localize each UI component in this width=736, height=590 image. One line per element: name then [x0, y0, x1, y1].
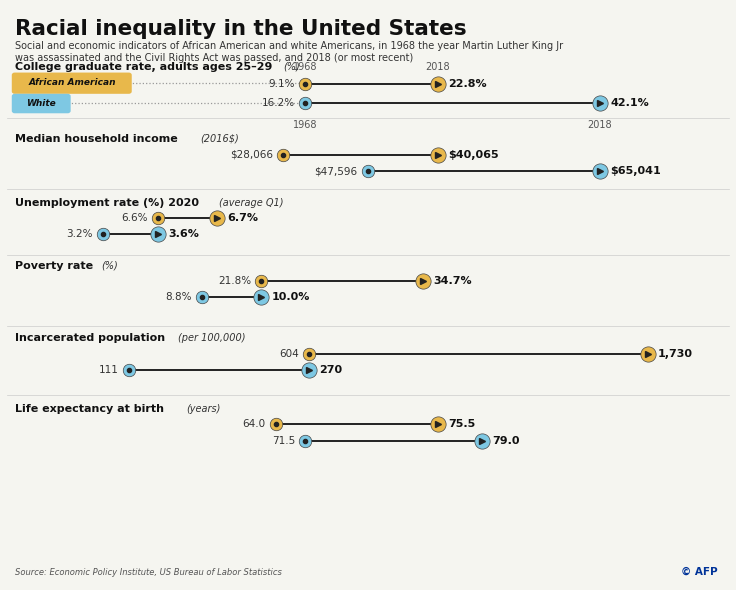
Text: 71.5: 71.5: [272, 436, 295, 445]
Text: 10.0%: 10.0%: [272, 293, 310, 302]
Text: White: White: [26, 99, 56, 108]
Text: (years): (years): [186, 404, 221, 414]
Text: 16.2%: 16.2%: [262, 99, 295, 108]
Text: $47,596: $47,596: [314, 166, 358, 176]
Text: 64.0: 64.0: [243, 419, 266, 429]
Text: African American: African American: [29, 78, 116, 87]
Text: (2016$): (2016$): [200, 134, 239, 144]
Text: 6.7%: 6.7%: [227, 213, 258, 222]
Text: 2018: 2018: [587, 120, 612, 130]
Text: 79.0: 79.0: [492, 436, 520, 445]
Text: 1968: 1968: [293, 62, 318, 72]
Text: 6.6%: 6.6%: [121, 213, 148, 222]
Text: (%): (%): [102, 261, 118, 271]
Text: 34.7%: 34.7%: [434, 276, 472, 286]
Text: 604: 604: [279, 349, 299, 359]
Text: Incarcerated population: Incarcerated population: [15, 333, 165, 343]
Text: 22.8%: 22.8%: [448, 79, 486, 88]
Text: 9.1%: 9.1%: [269, 79, 295, 88]
Text: (%): (%): [283, 62, 300, 72]
Text: 42.1%: 42.1%: [610, 99, 649, 108]
Text: Poverty rate: Poverty rate: [15, 261, 93, 271]
FancyBboxPatch shape: [12, 73, 132, 94]
Text: © AFP: © AFP: [681, 567, 718, 577]
Text: 270: 270: [319, 365, 342, 375]
Text: 111: 111: [99, 365, 118, 375]
Text: Life expectancy at birth: Life expectancy at birth: [15, 404, 163, 414]
FancyBboxPatch shape: [12, 94, 71, 113]
Text: 1968: 1968: [293, 120, 318, 130]
Text: Median household income: Median household income: [15, 134, 177, 144]
Text: Source: Economic Policy Institute, US Bureau of Labor Statistics: Source: Economic Policy Institute, US Bu…: [15, 568, 282, 577]
Text: $65,041: $65,041: [610, 166, 661, 176]
Text: 2018: 2018: [425, 62, 450, 72]
Text: 21.8%: 21.8%: [218, 276, 251, 286]
Text: 3.2%: 3.2%: [66, 230, 93, 239]
Text: $40,065: $40,065: [448, 150, 499, 159]
Text: Social and economic indicators of African American and white Americans, in 1968 : Social and economic indicators of Africa…: [15, 41, 563, 63]
Text: (per 100,000): (per 100,000): [178, 333, 246, 343]
Text: 8.8%: 8.8%: [166, 293, 192, 302]
Text: Unemployment rate (%) 2020: Unemployment rate (%) 2020: [15, 198, 199, 208]
Text: 1,730: 1,730: [658, 349, 693, 359]
Text: College graduate rate, adults ages 25–29: College graduate rate, adults ages 25–29: [15, 62, 272, 72]
Text: Racial inequality in the United States: Racial inequality in the United States: [15, 19, 467, 39]
Text: 75.5: 75.5: [448, 419, 475, 429]
Text: 3.6%: 3.6%: [169, 230, 199, 239]
Text: $28,066: $28,066: [230, 150, 273, 159]
Text: (average Q1): (average Q1): [219, 198, 284, 208]
